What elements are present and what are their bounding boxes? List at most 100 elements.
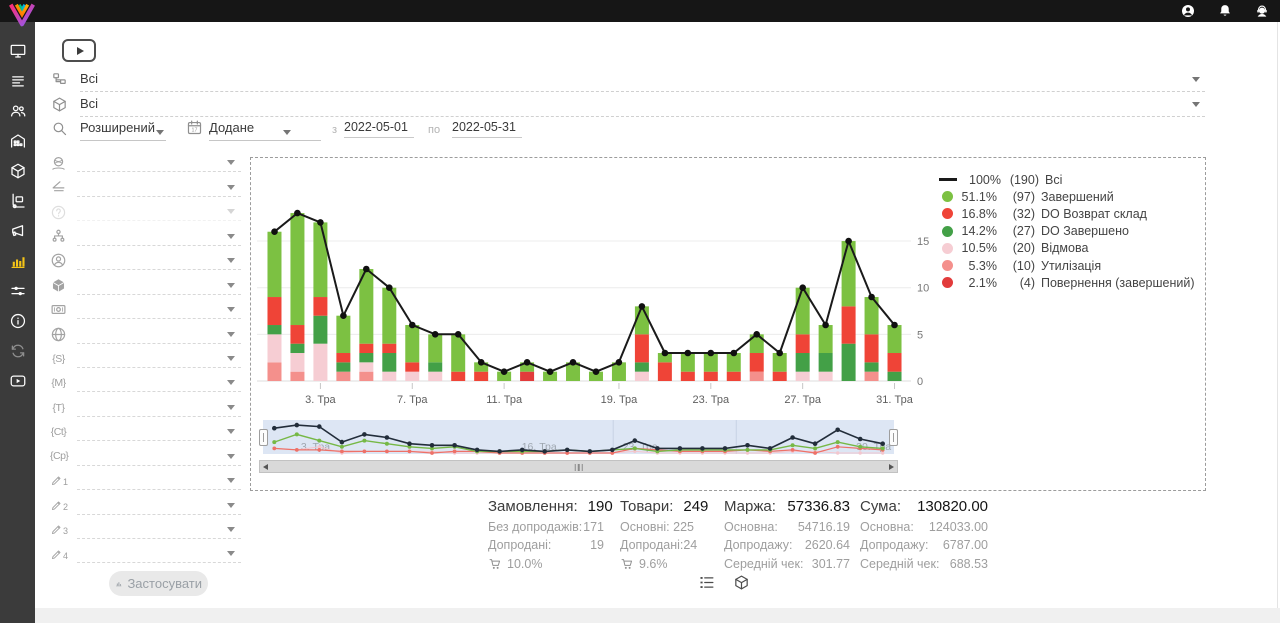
utm-term-select[interactable] <box>77 395 241 417</box>
product-select-value[interactable]: Всі <box>80 96 99 111</box>
scrollbar-left-arrow-icon[interactable] <box>263 463 268 470</box>
category-select-value[interactable]: Всі <box>80 71 99 86</box>
custom-field-2-select[interactable] <box>77 493 241 515</box>
category-select-caret[interactable] <box>1192 77 1200 82</box>
bar-segment <box>451 371 466 381</box>
video-help-button[interactable] <box>62 39 96 62</box>
utm-content-select[interactable] <box>77 420 241 442</box>
sidebar-item-clients[interactable] <box>0 96 35 126</box>
summary-sub-value: 19 <box>590 538 604 552</box>
product-package-icon <box>51 96 68 113</box>
supply-icon <box>9 192 27 210</box>
legend-item[interactable]: 16.8% (32) DO Возврат склад <box>939 205 1195 222</box>
manager-select[interactable] <box>77 249 241 271</box>
country-select-caret <box>227 160 235 166</box>
summary-list-icon[interactable] <box>698 574 715 591</box>
chart-scrollbar[interactable] <box>259 460 898 473</box>
page-bottom-strip <box>35 608 1280 623</box>
legend-item[interactable]: 2.1% (4) Повернення (завершений) <box>939 274 1195 291</box>
sidebar-item-sync[interactable] <box>0 336 35 366</box>
bar-segment <box>290 213 305 326</box>
date-to-input[interactable] <box>452 120 522 138</box>
legend-item[interactable]: 14.2% (27) DO Завершено <box>939 223 1195 240</box>
sidebar-item-supply[interactable] <box>0 186 35 216</box>
brand-logo[interactable] <box>7 1 37 28</box>
filter-row-structure <box>45 224 241 248</box>
apply-filters-button[interactable]: Застосувати <box>109 571 208 596</box>
custom-field-4-select[interactable] <box>77 542 241 564</box>
filter-row-country <box>45 151 241 175</box>
unknown-select[interactable] <box>77 200 241 222</box>
sidebar-item-warehouse[interactable] <box>0 126 35 156</box>
bar-segment <box>818 371 833 381</box>
navigator-right-handle[interactable] <box>889 429 898 446</box>
utm-campaign-badge: {Cp} <box>50 450 69 463</box>
legend-count: (4) <box>1019 275 1035 290</box>
bar-segment <box>818 325 833 354</box>
navigator-left-handle[interactable] <box>259 429 268 446</box>
search-mode-select[interactable]: Розширений <box>80 118 166 141</box>
sidebar-item-settings[interactable] <box>0 276 35 306</box>
payment-select[interactable] <box>77 298 241 320</box>
about-icon <box>9 312 27 330</box>
summary-sub-value: 9.6% <box>639 556 668 571</box>
custom-field-1-select[interactable] <box>77 469 241 491</box>
warehouse-icon <box>9 132 27 150</box>
chart-range-navigator[interactable]: 3. Тра 16. Тра 23. Тра 30. Тра <box>259 420 898 458</box>
utm-source-select[interactable] <box>77 347 241 368</box>
structure-icon <box>50 228 67 245</box>
sidebar-item-about[interactable] <box>0 306 35 336</box>
site-select[interactable] <box>77 322 241 344</box>
legend-dot-marker <box>942 191 953 203</box>
product-type-select[interactable] <box>77 273 241 295</box>
scrollbar-grip[interactable] <box>574 463 583 471</box>
date-field-select[interactable]: Додане <box>209 118 321 141</box>
utm-medium-select[interactable] <box>77 371 241 393</box>
country-select[interactable] <box>77 151 241 173</box>
filter-row-custom-field-1: 1 <box>45 469 241 493</box>
funnel-step-select[interactable] <box>77 175 241 197</box>
legend-item[interactable]: 5.3% (10) Утилізація <box>939 257 1195 274</box>
sidebar-item-dashboard[interactable] <box>0 36 35 66</box>
country-icon <box>50 155 67 172</box>
summary-value: 249 <box>683 498 709 515</box>
custom-field-3-select[interactable] <box>77 518 241 539</box>
product-select-caret[interactable] <box>1192 102 1200 107</box>
bar-segment <box>772 353 787 372</box>
bar-segment <box>405 371 420 381</box>
legend-percent: 10.5% <box>961 241 997 256</box>
summary-value: 190 <box>587 498 613 515</box>
summary-sub-value: 171 <box>583 519 604 534</box>
utm-content-select-caret <box>227 429 235 435</box>
date-from-input[interactable] <box>344 120 414 138</box>
sidebar-item-products[interactable] <box>0 156 35 186</box>
bell-icon[interactable] <box>1217 3 1233 19</box>
legend-item[interactable]: 51.1% (97) Завершений <box>939 188 1195 205</box>
structure-select[interactable] <box>77 224 241 246</box>
products-icon <box>9 162 27 180</box>
sidebar-item-video-tutorials[interactable] <box>0 366 35 396</box>
utm-term-badge: {T} <box>52 401 65 414</box>
utm-source-badge: {S} <box>52 352 65 365</box>
bar-segment <box>359 343 374 354</box>
legend-item[interactable]: 100% (190) Всі <box>939 171 1195 188</box>
bar-segment <box>749 371 764 381</box>
legend-item[interactable]: 10.5% (20) Відмова <box>939 240 1195 257</box>
app-sidebar <box>0 22 35 623</box>
summary-products-icon[interactable] <box>733 574 750 591</box>
legend-count: (20) <box>1012 241 1035 256</box>
support-icon[interactable] <box>1254 3 1270 19</box>
bar-segment <box>611 362 626 381</box>
site-icon <box>50 326 67 343</box>
bar-segment <box>336 371 351 381</box>
line-point <box>271 228 278 235</box>
utm-campaign-select[interactable] <box>77 444 241 466</box>
sidebar-item-orders[interactable] <box>0 66 35 96</box>
bars-layer <box>267 213 902 381</box>
summary-title: Товари: <box>620 498 674 515</box>
legend-label: DO Завершено <box>1041 224 1129 239</box>
sidebar-item-marketing[interactable] <box>0 216 35 246</box>
sidebar-item-analytics[interactable] <box>0 246 35 276</box>
scrollbar-right-arrow-icon[interactable] <box>889 463 894 470</box>
user-icon[interactable] <box>1180 3 1196 19</box>
